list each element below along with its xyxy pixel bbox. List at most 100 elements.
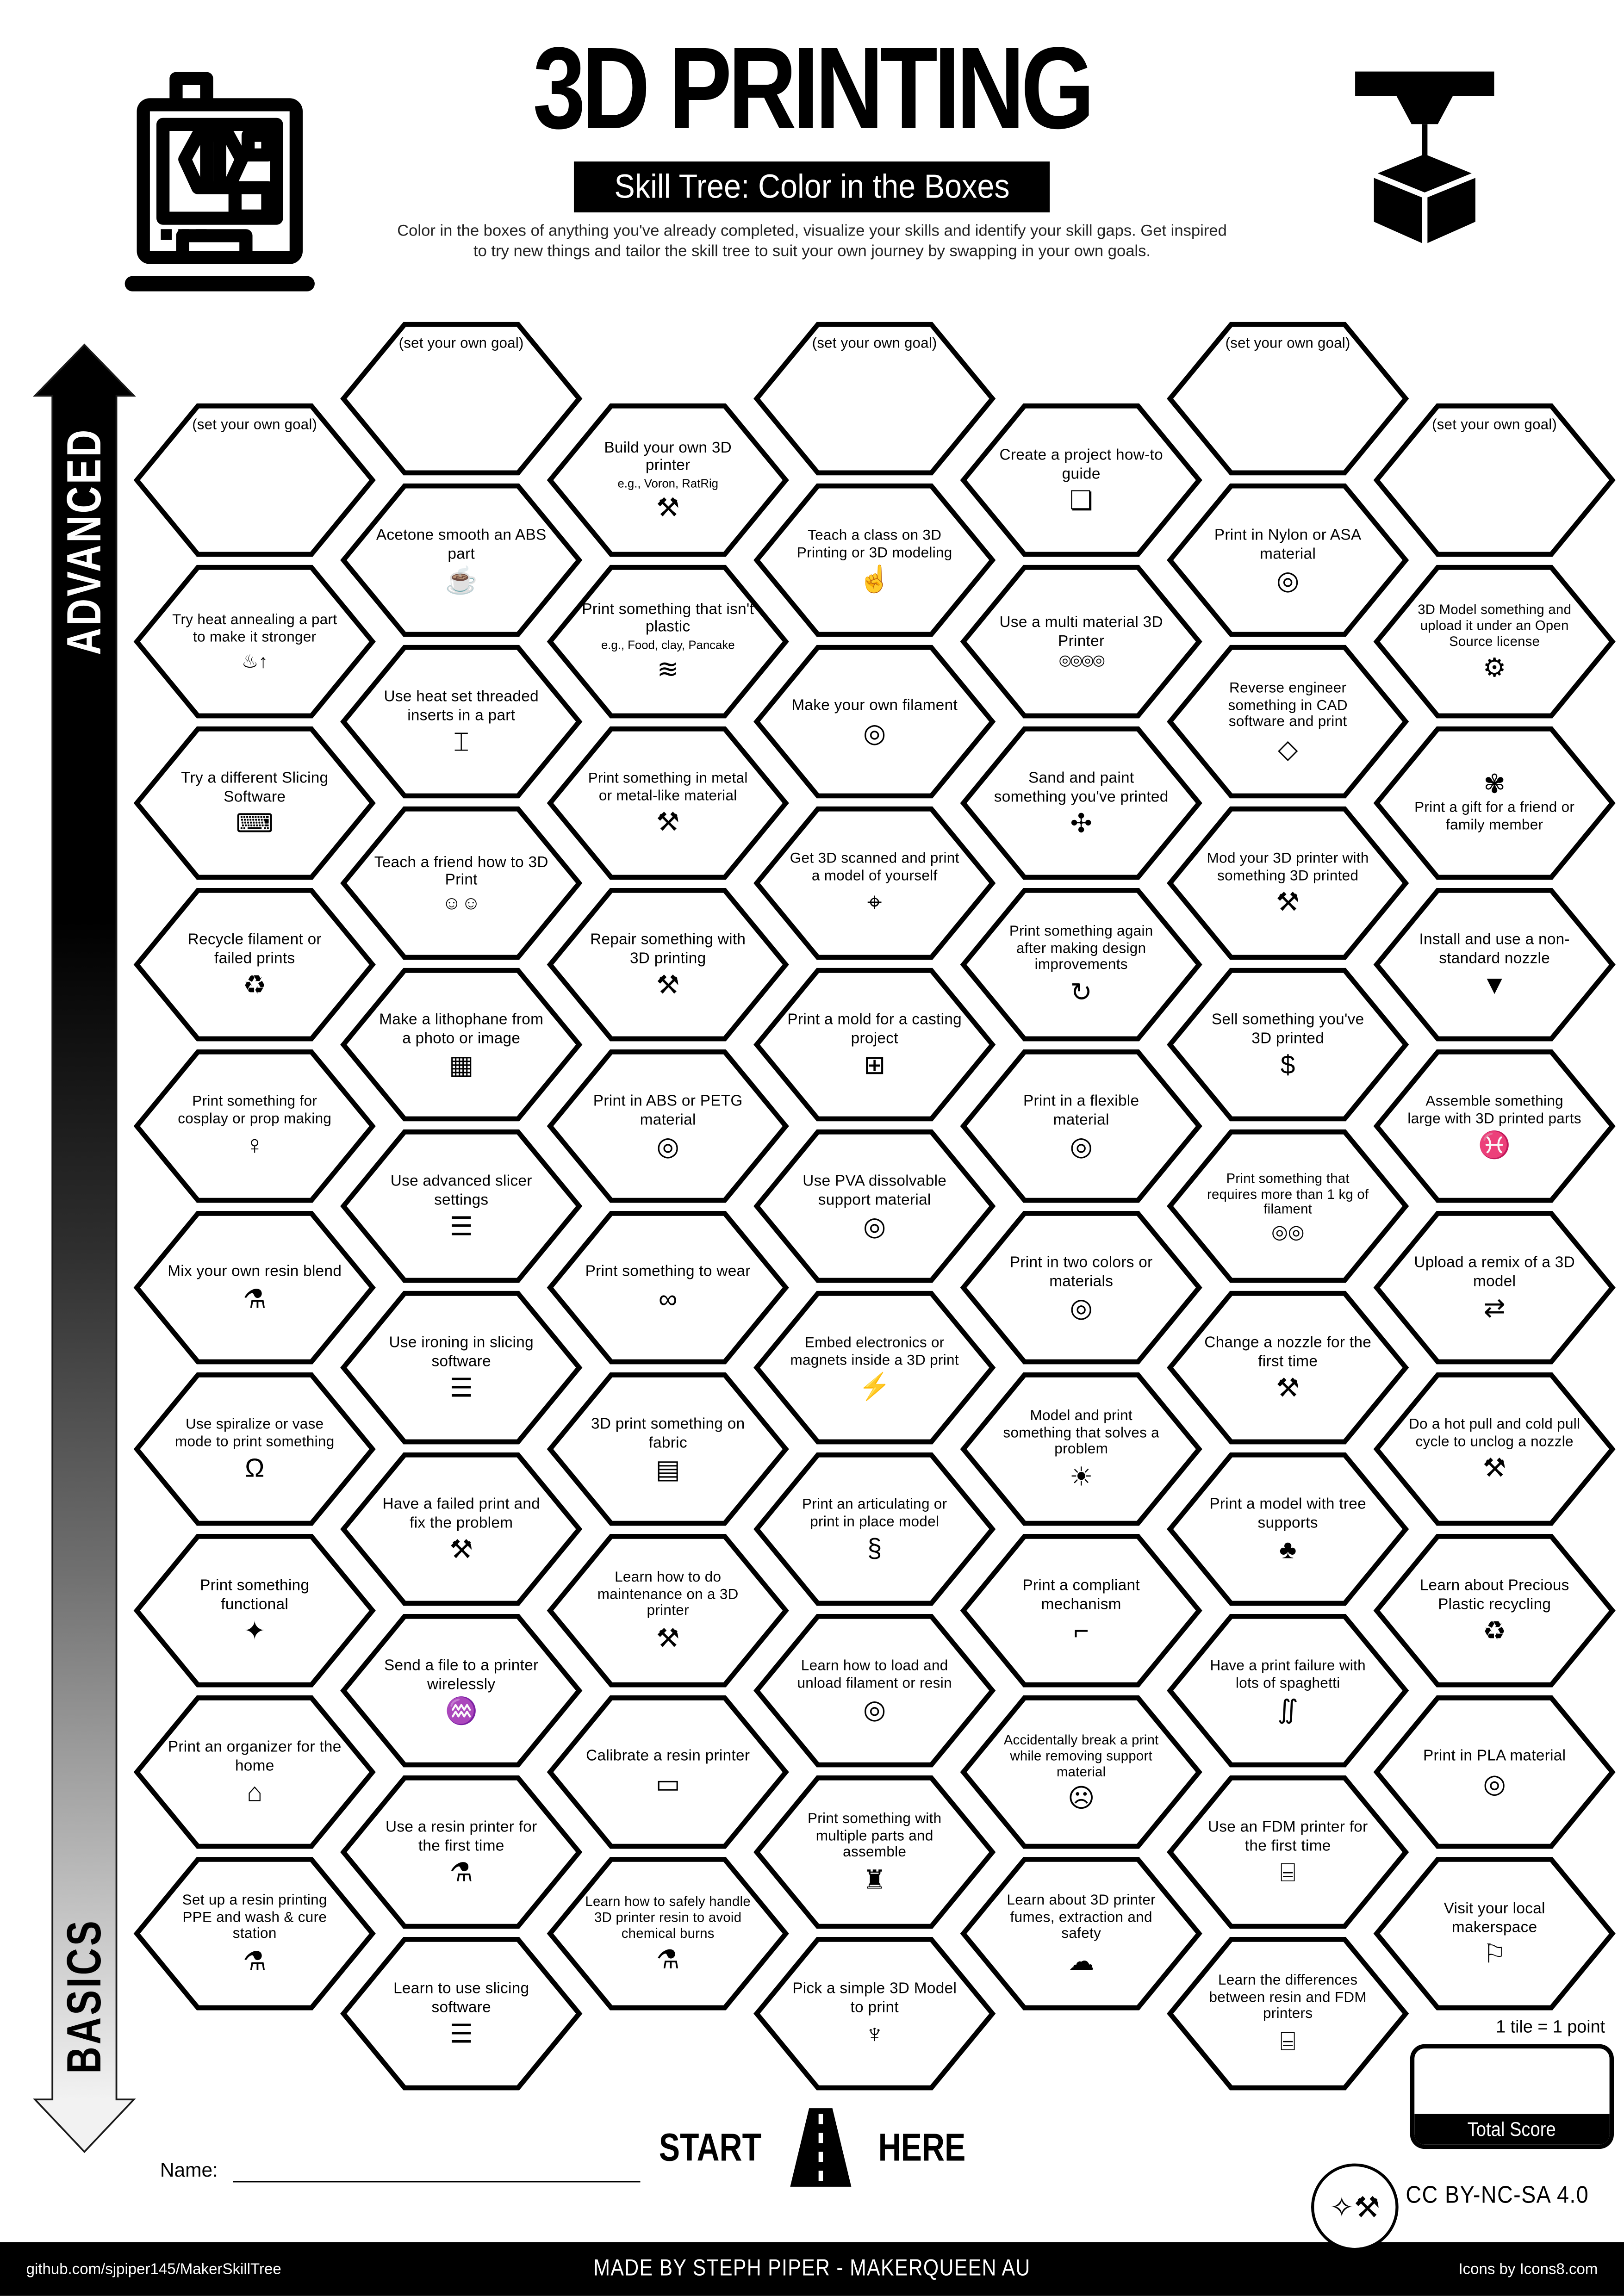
skill-label: Build your own 3D printer — [604, 439, 732, 475]
skill-hex[interactable]: 3D Model something and upload it under a… — [1372, 563, 1617, 720]
skill-hex[interactable]: Print something in metal or metal-like m… — [546, 725, 790, 882]
skill-hex[interactable]: Use advanced slicer settings ☰ — [339, 1128, 584, 1285]
skill-hex[interactable]: Get 3D scanned and print a model of your… — [753, 805, 997, 962]
skill-hex[interactable]: Use a resin printer for the first time ⚗ — [339, 1774, 584, 1931]
skill-hex[interactable]: (set your own goal) — [753, 320, 997, 478]
skill-hex[interactable]: Sand and paint something you've printed ✣ — [959, 725, 1203, 882]
skill-hex[interactable]: Set up a resin printing PPE and wash & c… — [132, 1855, 377, 2012]
skill-hex[interactable]: Learn how to do maintenance on a 3D prin… — [546, 1532, 790, 1689]
skill-label: Create a project how-to guide — [999, 447, 1163, 483]
skill-hex[interactable]: Make your own filament ◎ — [753, 643, 997, 800]
skill-hex[interactable]: Print a mold for a casting project ⊞ — [753, 966, 997, 1123]
skill-hex[interactable]: Teach a class on 3D Printing or 3D model… — [753, 482, 997, 639]
intro-text: Color in the boxes of anything you've al… — [397, 223, 1227, 261]
skill-hex[interactable]: Print in two colors or materials ◎ — [959, 1209, 1203, 1366]
skill-hex[interactable]: Send a file to a printer wirelessly ♒ — [339, 1612, 584, 1769]
skill-hex[interactable]: (set your own goal) — [1166, 320, 1410, 478]
skill-hex[interactable]: Print an organizer for the home ⌂ — [132, 1694, 377, 1851]
skill-hex[interactable]: Embed electronics or magnets inside a 3D… — [753, 1289, 997, 1446]
skill-hex[interactable]: Reverse engineer something in CAD softwa… — [1166, 643, 1410, 800]
skill-label: Send a file to a printer wirelessly — [384, 1657, 539, 1693]
skill-label: Print something functional — [200, 1577, 310, 1613]
skill-hex[interactable]: Mod your 3D printer with something 3D pr… — [1166, 805, 1410, 962]
skill-hex[interactable]: Model and print something that solves a … — [959, 1371, 1203, 1528]
skill-hex[interactable]: Assemble something large with 3D printed… — [1372, 1048, 1617, 1205]
skill-hex[interactable]: Do a hot pull and cold pull cycle to unc… — [1372, 1371, 1617, 1528]
skill-label: Print in PLA material — [1423, 1748, 1566, 1765]
skill-hex[interactable]: (set your own goal) — [339, 320, 584, 478]
skill-hex[interactable]: Print in PLA material ◎ — [1372, 1694, 1617, 1851]
skill-hex[interactable]: Print something with multiple parts and … — [753, 1774, 997, 1931]
goal-label: (set your own goal) — [192, 417, 317, 434]
skill-hex[interactable]: (set your own goal) — [1372, 402, 1617, 559]
fume-extractor-icon: ☁ — [1068, 1947, 1095, 1976]
skill-hex[interactable]: Learn how to load and unload filament or… — [753, 1612, 997, 1769]
skill-hex[interactable]: Use an FDM printer for the first time ⌸ — [1166, 1774, 1410, 1931]
skill-hex[interactable]: Sell something you've 3D printed $ — [1166, 966, 1410, 1123]
skill-hex[interactable]: Use ironing in slicing software ☰ — [339, 1289, 584, 1446]
home-organizer-icon: ⌂ — [247, 1777, 263, 1807]
skill-hex[interactable]: Calibrate a resin printer ▭ — [546, 1694, 790, 1851]
skill-label: Calibrate a resin printer — [586, 1748, 750, 1765]
skill-hex[interactable]: Pick a simple 3D Model to print ♆ — [753, 1935, 997, 2092]
skill-hex[interactable]: Print in ABS or PETG material ◎ — [546, 1048, 790, 1205]
skill-hex[interactable]: ✾ Print a gift for a friend or family mem… — [1372, 725, 1617, 882]
skill-hex[interactable]: Learn about 3D printer fumes, extraction… — [959, 1855, 1203, 2012]
skill-hex[interactable]: Print something again after making desig… — [959, 886, 1203, 1043]
skill-hex[interactable]: Use heat set threaded inserts in a part ⌶ — [339, 643, 584, 800]
skill-hex[interactable]: Have a print failure with lots of spaghe… — [1166, 1612, 1410, 1769]
skill-hex[interactable]: Print an articulating or print in place … — [753, 1451, 997, 1608]
skill-label: Learn how to do maintenance on a 3D prin… — [597, 1570, 739, 1620]
name-input-line[interactable] — [233, 2156, 641, 2183]
tile-point-note: 1 tile = 1 point — [1496, 2017, 1605, 2037]
skill-hex[interactable]: Accidentally break a print while removin… — [959, 1694, 1203, 1851]
skill-label: Use a resin printer for the first time — [385, 1818, 537, 1855]
skill-label: Visit your local makerspace — [1444, 1900, 1545, 1936]
skill-hex[interactable]: Change a nozzle for the first time ⚒ — [1166, 1289, 1410, 1446]
skill-hex[interactable]: Teach a friend how to 3D Print ☺☺ — [339, 805, 584, 962]
skill-hex[interactable]: Make a lithophane from a photo or image ▦ — [339, 966, 584, 1123]
filament-spool-icon: ◎ — [863, 718, 886, 748]
skill-label: Print a model with tree supports — [1209, 1496, 1367, 1532]
skill-hex[interactable]: Install and use a non-standard nozzle ▼ — [1372, 886, 1617, 1043]
skill-hex[interactable]: Print something that isn't plastic e.g., … — [546, 563, 790, 720]
skill-hex[interactable]: Create a project how-to guide ❏ — [959, 402, 1203, 559]
skill-hex[interactable]: Print in a flexible material ◎ — [959, 1048, 1203, 1205]
skill-hex[interactable]: Try heat annealing a part to make it str… — [132, 563, 377, 720]
gift-bow-icon: ✾ — [1483, 770, 1506, 800]
skill-hex[interactable]: Print a model with tree supports ♣ — [1166, 1451, 1410, 1608]
skill-hex[interactable]: Learn about Precious Plastic recycling ♻ — [1372, 1532, 1617, 1689]
skill-hex[interactable]: 3D print something on fabric ▤ — [546, 1371, 790, 1528]
skill-hex[interactable]: Print something for cosplay or prop maki… — [132, 1048, 377, 1205]
skill-hex[interactable]: Use PVA dissolvable support material ◎ — [753, 1128, 997, 1285]
skill-hex[interactable]: Learn the differences between resin and … — [1166, 1935, 1410, 2092]
skill-hex[interactable]: Acetone smooth an ABS part ☕ — [339, 482, 584, 639]
skill-label: Learn how to safely handle 3D printer re… — [585, 1894, 751, 1941]
skill-hex[interactable]: Have a failed print and fix the problem ⚒ — [339, 1451, 584, 1608]
skill-hex[interactable]: Print a compliant mechanism ⌐ — [959, 1532, 1203, 1689]
skill-hex[interactable]: Mix your own resin blend ⚗ — [132, 1209, 377, 1366]
skill-hex[interactable]: Print something to wear ∞ — [546, 1209, 790, 1366]
skill-hex[interactable]: Use spiralize or vase mode to print some… — [132, 1371, 377, 1528]
skill-hex[interactable]: Visit your local makerspace ⚐ — [1372, 1855, 1617, 2012]
score-input-area[interactable] — [1414, 2048, 1610, 2114]
electronics-icon: ⚡ — [858, 1372, 891, 1402]
skill-hex[interactable]: Use a multi material 3D Printer ◎◎◎◎ — [959, 563, 1203, 720]
skill-hex[interactable]: Learn how to safely handle 3D printer re… — [546, 1855, 790, 2012]
two-people-icon: ☺☺ — [442, 892, 481, 914]
skill-hex[interactable]: (set your own goal) — [132, 402, 377, 559]
skill-label: Use PVA dissolvable support material — [803, 1173, 947, 1209]
pancake-icon: ≋ — [657, 655, 679, 684]
skill-hex[interactable]: Upload a remix of a 3D model ⇄ — [1372, 1209, 1617, 1366]
skill-hex[interactable]: Build your own 3D printer e.g., Voron, Ra… — [546, 402, 790, 559]
skill-hex[interactable]: Try a different Slicing Software ⌨ — [132, 725, 377, 882]
skill-hex[interactable]: Learn to use slicing software ☰ — [339, 1935, 584, 2092]
skill-hex[interactable]: Repair something with 3D printing ⚒ — [546, 886, 790, 1043]
skill-hex[interactable]: Recycle filament or failed prints ♻ — [132, 886, 377, 1043]
multi-spool-icon: ◎◎◎◎ — [1058, 653, 1105, 670]
makerqueen-badge-icon: ✧⚒ — [1311, 2163, 1399, 2251]
skill-hex[interactable]: Print something functional ✦ — [132, 1532, 377, 1689]
skill-label: Print something with multiple parts and … — [807, 1811, 942, 1862]
skill-hex[interactable]: Print in Nylon or ASA material ◎ — [1166, 482, 1410, 639]
skill-hex[interactable]: Print something that requires more than … — [1166, 1128, 1410, 1285]
